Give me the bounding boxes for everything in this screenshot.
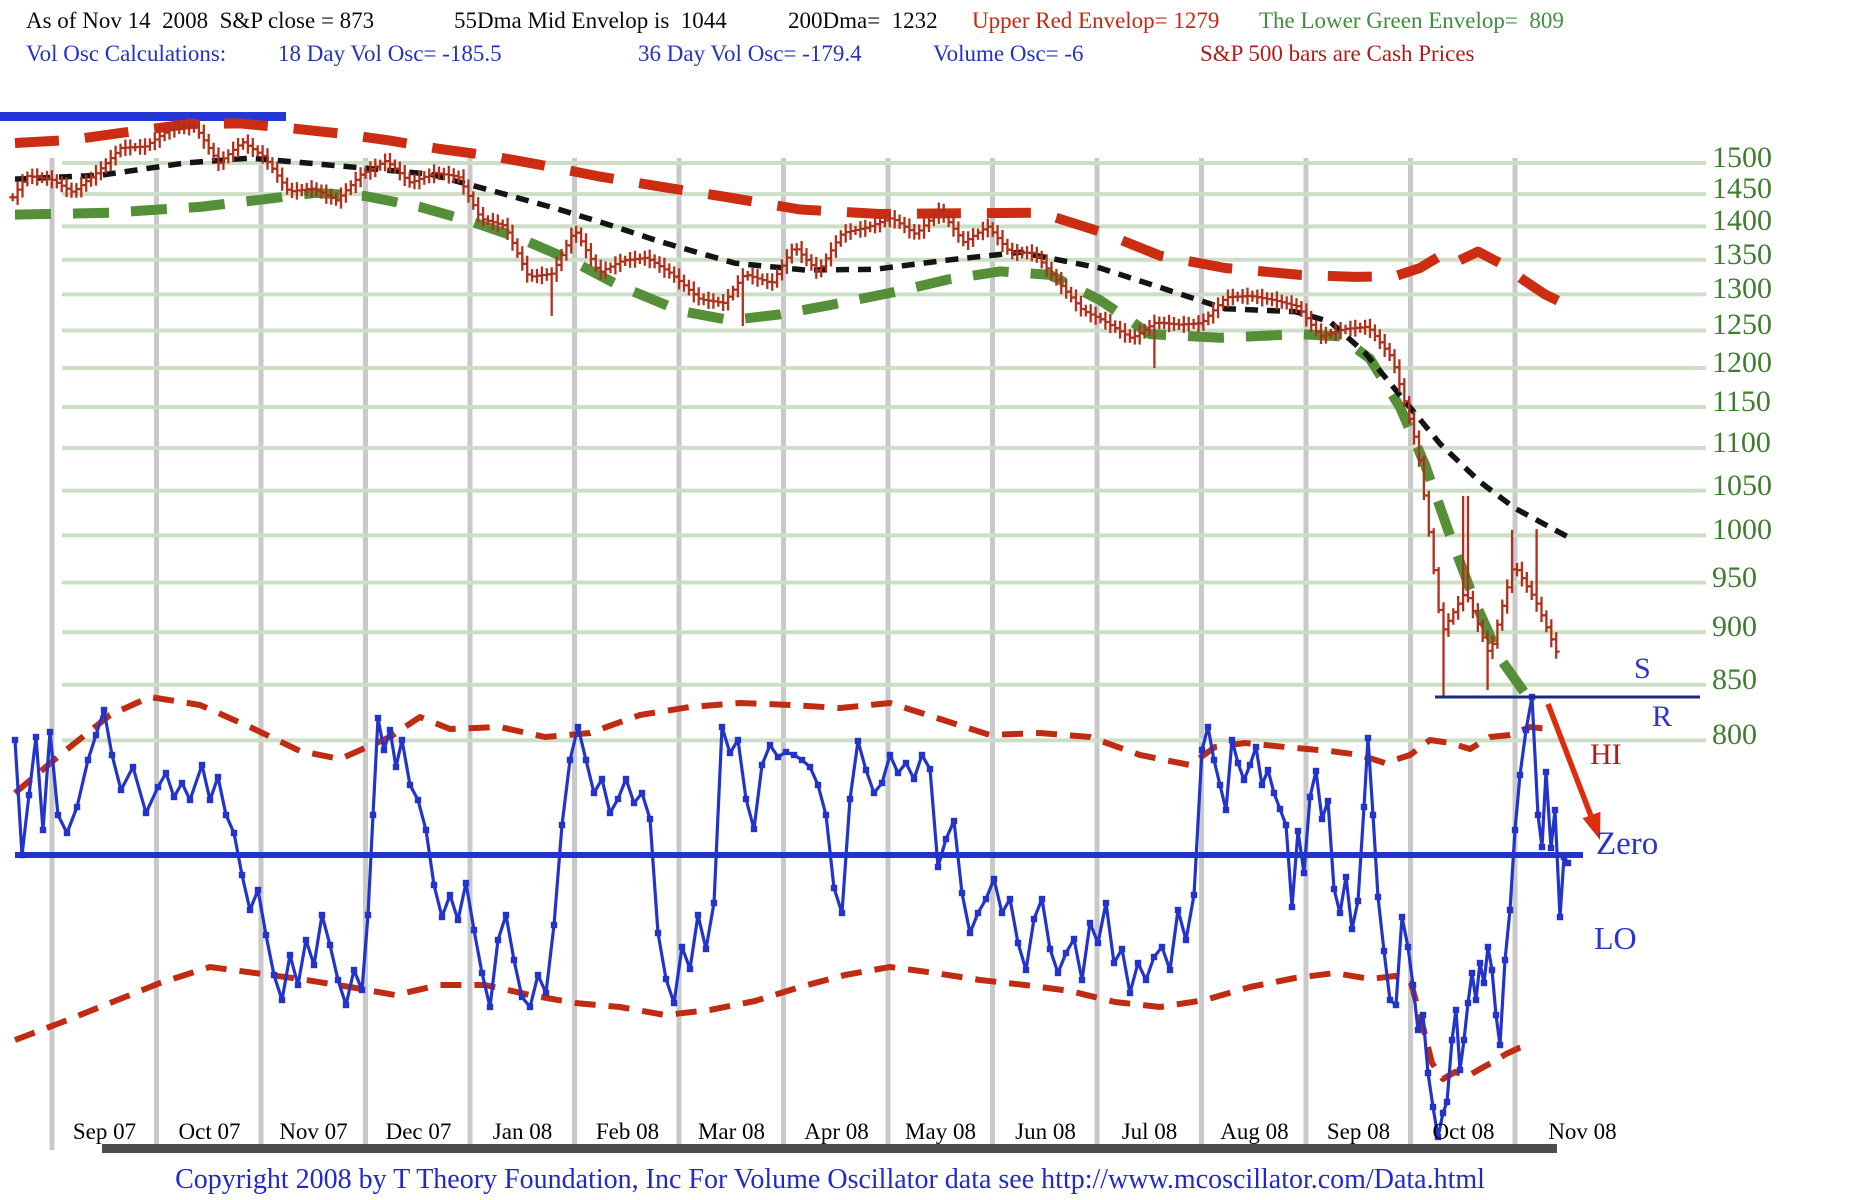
header-cash-prices-note: S&P 500 bars are Cash Prices [1200,41,1475,66]
header-36day-vol-osc: 36 Day Vol Osc= -179.4 [638,41,862,66]
month-label: Jun 08 [1015,1119,1076,1144]
month-label: Sep 07 [72,1119,137,1144]
y-tick-label: 1350 [1712,238,1772,271]
y-tick-label: 1000 [1712,513,1772,546]
header-18day-vol-osc: 18 Day Vol Osc= -185.5 [278,41,502,66]
y-tick-label: 1100 [1712,426,1771,459]
y-tick-label: 800 [1712,718,1757,751]
month-label: Mar 08 [697,1119,766,1144]
annotation-hi-envelope: HI [1590,738,1622,771]
month-label: Jul 08 [1121,1119,1178,1144]
month-label: Oct 07 [178,1119,241,1144]
y-tick-label: 950 [1712,561,1757,594]
month-label: Oct 08 [1432,1119,1495,1144]
month-label: May 08 [905,1119,976,1144]
header-200dma: 200Dma= 1232 [788,8,938,33]
header-upper-envelope: Upper Red Envelop= 1279 [972,8,1220,33]
month-label: Aug 08 [1220,1119,1289,1144]
y-tick-label: 850 [1712,663,1757,696]
header-lower-envelope: The Lower Green Envelop= 809 [1259,8,1564,33]
header-as-of-close: As of Nov 14 2008 S&P close = 873 [26,8,375,33]
y-tick-label: 1300 [1712,272,1772,305]
y-tick-label: 1500 [1712,141,1772,174]
header-vol-osc-calcs: Vol Osc Calculations: [26,41,227,66]
month-label: Nov 08 [1548,1119,1617,1144]
month-label: Jan 08 [492,1119,553,1144]
header-55dma-mid: 55Dma Mid Envelop is 1044 [454,8,727,33]
y-tick-label: 900 [1712,610,1757,643]
y-tick-label: 1050 [1712,469,1772,502]
annotation-s-support: S [1634,652,1651,685]
y-tick-label: 1400 [1712,204,1772,237]
header-volume-osc: Volume Osc= -6 [933,41,1084,66]
month-label: Feb 08 [595,1119,660,1144]
annotation-zero-line: Zero [1596,826,1659,862]
y-tick-label: 1450 [1712,172,1772,205]
y-tick-label: 1200 [1712,346,1772,379]
y-tick-label: 1150 [1712,385,1771,418]
month-label: Dec 07 [385,1119,452,1144]
month-label: Nov 07 [279,1119,348,1144]
y-tick-label: 1250 [1712,308,1772,341]
annotation-r-resistance: R [1652,700,1673,733]
month-label: Apr 08 [804,1119,869,1144]
month-label: Sep 08 [1326,1119,1391,1144]
copyright-text: Copyright 2008 by T Theory Foundation, I… [175,1164,1485,1195]
annotation-lo-envelope: LO [1594,920,1637,956]
